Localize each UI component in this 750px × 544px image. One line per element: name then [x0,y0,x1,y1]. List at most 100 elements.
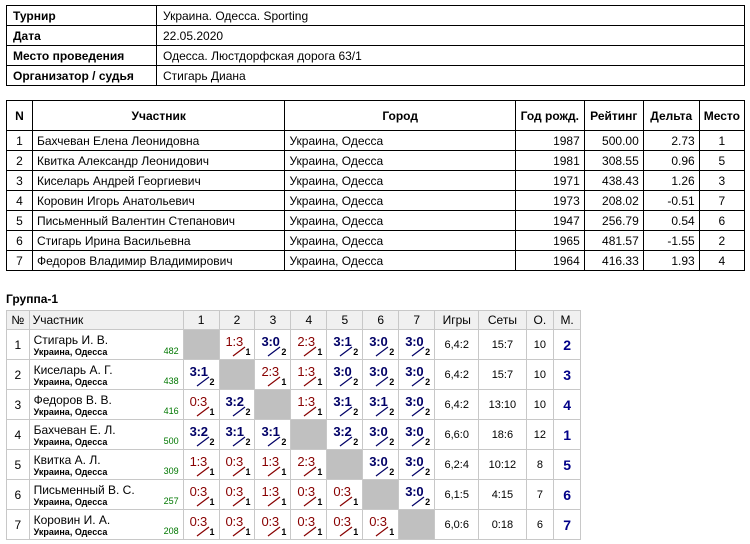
slash-icon [196,496,209,507]
match-points: 2 [389,437,395,447]
cross-col-header: О. [525,310,555,330]
slash-icon [196,436,209,447]
slash-icon [232,346,245,357]
participant-name: Бахчеван Елена Леонидовна [31,130,286,151]
participant-row: 4 Коровин Игорь Анатольевич Украина, Одесс… [6,190,746,211]
participant-city: Украина, Одесса [284,190,516,211]
match-points: 1 [317,347,323,357]
group-points: 7 [525,479,555,510]
match-points: 1 [317,527,323,537]
player-name: Письменный В. С. [33,482,135,497]
group-sets: 10:12 [478,449,527,480]
player-rating: 482 [163,346,179,356]
group-player-cell: Письменный В. С. Украина, Одесса 257 [28,479,184,510]
player-name: Коровин И. А. [33,512,111,527]
participant-delta: 1.93 [642,250,700,271]
slash-icon [411,466,425,477]
match-points: 2 [389,407,395,417]
match-points: 1 [281,527,287,537]
group-games: 6,0:6 [434,509,480,540]
col-header-n: N [6,100,33,131]
match-score: 3:0 [333,364,352,379]
match-points: 1 [281,497,287,507]
slash-icon [268,346,281,357]
participant-delta: -1.55 [642,230,700,251]
match-points: 1 [245,497,251,507]
participant-delta: 0.96 [642,150,700,171]
participant-name: Киселарь Андрей Георгиевич [31,170,286,191]
player-rating: 416 [163,406,179,416]
participant-place: 5 [698,150,746,171]
match-score: 3:2 [225,394,244,409]
slash-icon [304,346,317,357]
group-title: Группа-1 [6,292,59,306]
group-player-cell: Стигарь И. В. Украина, Одесса 482 [28,329,184,360]
participant-city: Украина, Одесса [284,130,516,151]
match-points: 2 [425,467,431,477]
match-points: 2 [353,407,359,417]
participant-birth-year: 1964 [514,250,585,271]
match-result-cell: 3:0 2 [398,479,436,510]
slash-icon [411,346,425,357]
group-points: 10 [525,389,555,420]
match-points: 2 [389,347,395,357]
slash-icon [232,526,245,537]
match-score: 0:3 [225,454,244,469]
participant-birth-year: 1981 [514,150,585,171]
participant-city: Украина, Одесса [284,230,516,251]
player-rating: 257 [163,496,179,506]
match-result-cell: 1:3 1 [218,329,256,360]
group-points: 10 [525,329,555,360]
match-result-cell: 3:1 2 [326,389,364,420]
slash-icon [339,376,353,387]
match-points: 2 [389,467,395,477]
match-result-cell: 2:3 1 [290,329,328,360]
group-games: 6,1:5 [434,479,480,510]
slash-icon [304,376,317,387]
info-value: Стигарь Диана [156,65,745,86]
group-row: 5 Квитка А. Л. Украина, Одесса 309 1:3 1 0:3 1 1… [6,449,581,480]
info-label: Дата [6,25,157,46]
match-result-cell: 0:3 1 [218,509,256,540]
group-row: 6 Письменный В. С. Украина, Одесса 257 0:3 1 0… [6,479,581,510]
match-score: 0:3 [333,484,351,499]
player-city: Украина, Одесса [33,436,108,447]
group-points: 6 [525,509,555,540]
match-points: 1 [209,527,215,537]
player-rating: 500 [163,436,179,446]
participant-name: Коровин Игорь Анатольевич [31,190,286,211]
group-games: 6,6:0 [434,419,480,450]
participants-header-row: N Участник Город Год рожд. Рейтинг Дельт… [6,100,746,131]
slash-icon [304,406,317,417]
match-points: 2 [245,407,251,417]
match-points: 2 [353,347,359,357]
match-result-cell: 0:3 1 [182,479,220,510]
match-points: 1 [317,407,323,417]
match-score: 3:0 [405,364,424,379]
match-score: 3:0 [405,394,424,409]
match-score: 3:1 [369,394,388,409]
participant-row: 3 Киселарь Андрей Георгиевич Украина, Одес… [6,170,746,191]
match-points: 2 [209,437,215,447]
participant-row: 5 Письменный Валентин Степанович Украина, … [6,210,746,231]
participant-number: 6 [6,230,33,251]
match-score: 0:3 [369,514,387,529]
match-score: 3:0 [405,484,424,499]
slash-icon [268,436,281,447]
slash-icon [232,466,245,477]
participant-city: Украина, Одесса [284,210,516,231]
group-row: 2 Киселарь А. Г. Украина, Одесса 438 3:1 2 2:3… [6,359,581,390]
slash-icon [196,466,209,477]
info-row: Дата 22.05.2020 [6,25,745,46]
match-score: 3:0 [405,334,424,349]
info-row: Место проведения Одесса. Люстдорфская дор… [6,45,745,66]
group-player-cell: Квитка А. Л. Украина, Одесса 309 [28,449,184,480]
group-row: 7 Коровин И. А. Украина, Одесса 208 0:3 1 0:3 1… [6,509,581,540]
slash-icon [375,436,389,447]
participant-rating: 416.33 [583,250,644,271]
info-value: 22.05.2020 [156,25,745,46]
participant-number: 1 [6,130,33,151]
player-name: Стигарь И. В. [33,332,109,347]
match-result-cell: 0:3 1 [218,449,256,480]
match-points: 1 [209,467,215,477]
